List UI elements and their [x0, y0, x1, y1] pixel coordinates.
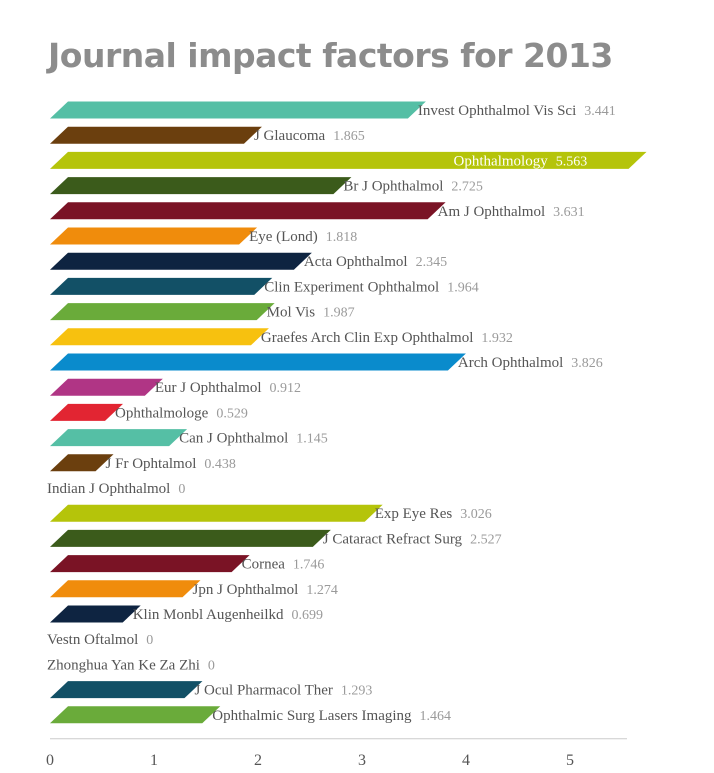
bar-value-label: 1.865: [333, 129, 365, 144]
bar-value-label: 0.699: [292, 608, 324, 623]
bar-value-label: 0: [146, 633, 153, 648]
bar-value-label: 0: [208, 658, 215, 673]
x-axis-ticks: 0 1 2 3 4 5: [46, 752, 574, 769]
bar-label: Zhonghua Yan Ke Za Zhi 0: [47, 657, 215, 673]
bar-value-label: 1.293: [341, 684, 373, 699]
bar-value-label: 2.527: [470, 532, 502, 547]
bar: [50, 252, 312, 270]
bar-label: Graefes Arch Clin Exp Ophthalmol 1.932: [261, 330, 513, 346]
bar-label: Acta Ophthalmol 2.345: [304, 254, 447, 270]
bar-label: Indian J Ophthalmol 0: [47, 481, 185, 497]
bar: [50, 403, 124, 421]
bar-value-label: 3.441: [584, 104, 616, 119]
bar: [50, 504, 383, 522]
bar: [50, 555, 250, 573]
bar: [50, 202, 446, 220]
bar-value-label: 0.912: [270, 381, 302, 396]
bar-value-label: 3.631: [553, 205, 585, 220]
bar-value-label: 2.725: [451, 180, 483, 195]
bar-value-label: 1.145: [296, 432, 328, 447]
bar-value-label: 3.826: [571, 356, 603, 371]
bar-label: Eur J Ophthalmol 0.912: [155, 380, 301, 396]
bar: [50, 101, 426, 119]
bar-label: Ophthalmologe 0.529: [115, 405, 248, 421]
bar-value-label: 0: [178, 482, 185, 497]
bar: [50, 353, 466, 371]
bar-label: Can J Ophthalmol 1.145: [179, 431, 328, 447]
bar: [50, 126, 262, 144]
bar: [50, 277, 273, 295]
bar-value-label: 1.464: [420, 709, 452, 724]
bar: [50, 378, 163, 396]
x-tick-label: 3: [358, 752, 366, 769]
bar-label: Am J Ophthalmol 3.631: [438, 204, 585, 220]
bar-label: Ophthalmic Surg Lasers Imaging 1.464: [212, 708, 451, 724]
bar: [50, 605, 141, 623]
bar-label: Clin Experiment Ophthalmol 1.964: [264, 279, 478, 295]
chart-title: Journal impact factors for 2013: [48, 36, 613, 75]
bar: [50, 429, 188, 447]
x-tick-label: 5: [566, 752, 574, 769]
bar-label: J Ocul Pharmacol Ther 1.293: [194, 683, 372, 699]
bar: [50, 303, 275, 321]
bar: [50, 454, 114, 472]
bar-value-label: 3.026: [460, 507, 492, 522]
bar: [50, 681, 203, 699]
bar-label: Exp Eye Res 3.026: [375, 506, 492, 522]
bar-value-label: 1.746: [293, 558, 325, 573]
bar: [50, 328, 269, 346]
bar-value-label: 0.438: [204, 457, 236, 472]
bar-value-label: 0.529: [216, 406, 248, 421]
bar-label: Ophthalmology 5.563: [454, 153, 588, 169]
x-tick-label: 0: [46, 752, 54, 769]
bar-value-label: 2.345: [416, 255, 448, 270]
bar-label: J Glaucoma 1.865: [254, 128, 365, 144]
bar-label: J Fr Ophtalmol 0.438: [106, 456, 236, 472]
bar: [50, 151, 647, 169]
bar: [50, 177, 352, 195]
bar-label: Arch Ophthalmol 3.826: [458, 355, 603, 371]
x-tick-label: 1: [150, 752, 158, 769]
bar: [50, 529, 331, 547]
bar-label: Vestn Oftalmol 0: [47, 632, 153, 648]
bar: [50, 580, 201, 598]
bar-value-label: 5.563: [556, 154, 588, 169]
bar-value-label: 1.818: [326, 230, 358, 245]
bar-value-label: 1.964: [447, 280, 479, 295]
bar: [50, 227, 258, 245]
bar-value-label: 1.932: [481, 331, 512, 346]
bar-label: Invest Ophthalmol Vis Sci 3.441: [418, 103, 616, 119]
x-tick-label: 4: [462, 752, 470, 769]
bar-label: J Cataract Refract Surg 2.527: [323, 531, 502, 547]
bar-label: Mol Vis 1.987: [267, 305, 355, 321]
bar-label: Br J Ophthalmol 2.725: [343, 179, 483, 195]
labels-layer: Invest Ophthalmol Vis Sci 3.441 J Glaucoma…: [47, 103, 616, 724]
bar-value-label: 1.987: [323, 306, 355, 321]
bar-label: Cornea 1.746: [242, 557, 325, 573]
x-tick-label: 2: [254, 752, 262, 769]
bars-layer: [50, 101, 647, 724]
bar-label: Eye (Lond) 1.818: [249, 229, 357, 245]
bar-value-label: 1.274: [306, 583, 338, 598]
bar-label: Klin Monbl Augenheilkd 0.699: [133, 607, 323, 623]
bar: [50, 706, 221, 724]
bar-label: Jpn J Ophthalmol 1.274: [192, 582, 337, 598]
